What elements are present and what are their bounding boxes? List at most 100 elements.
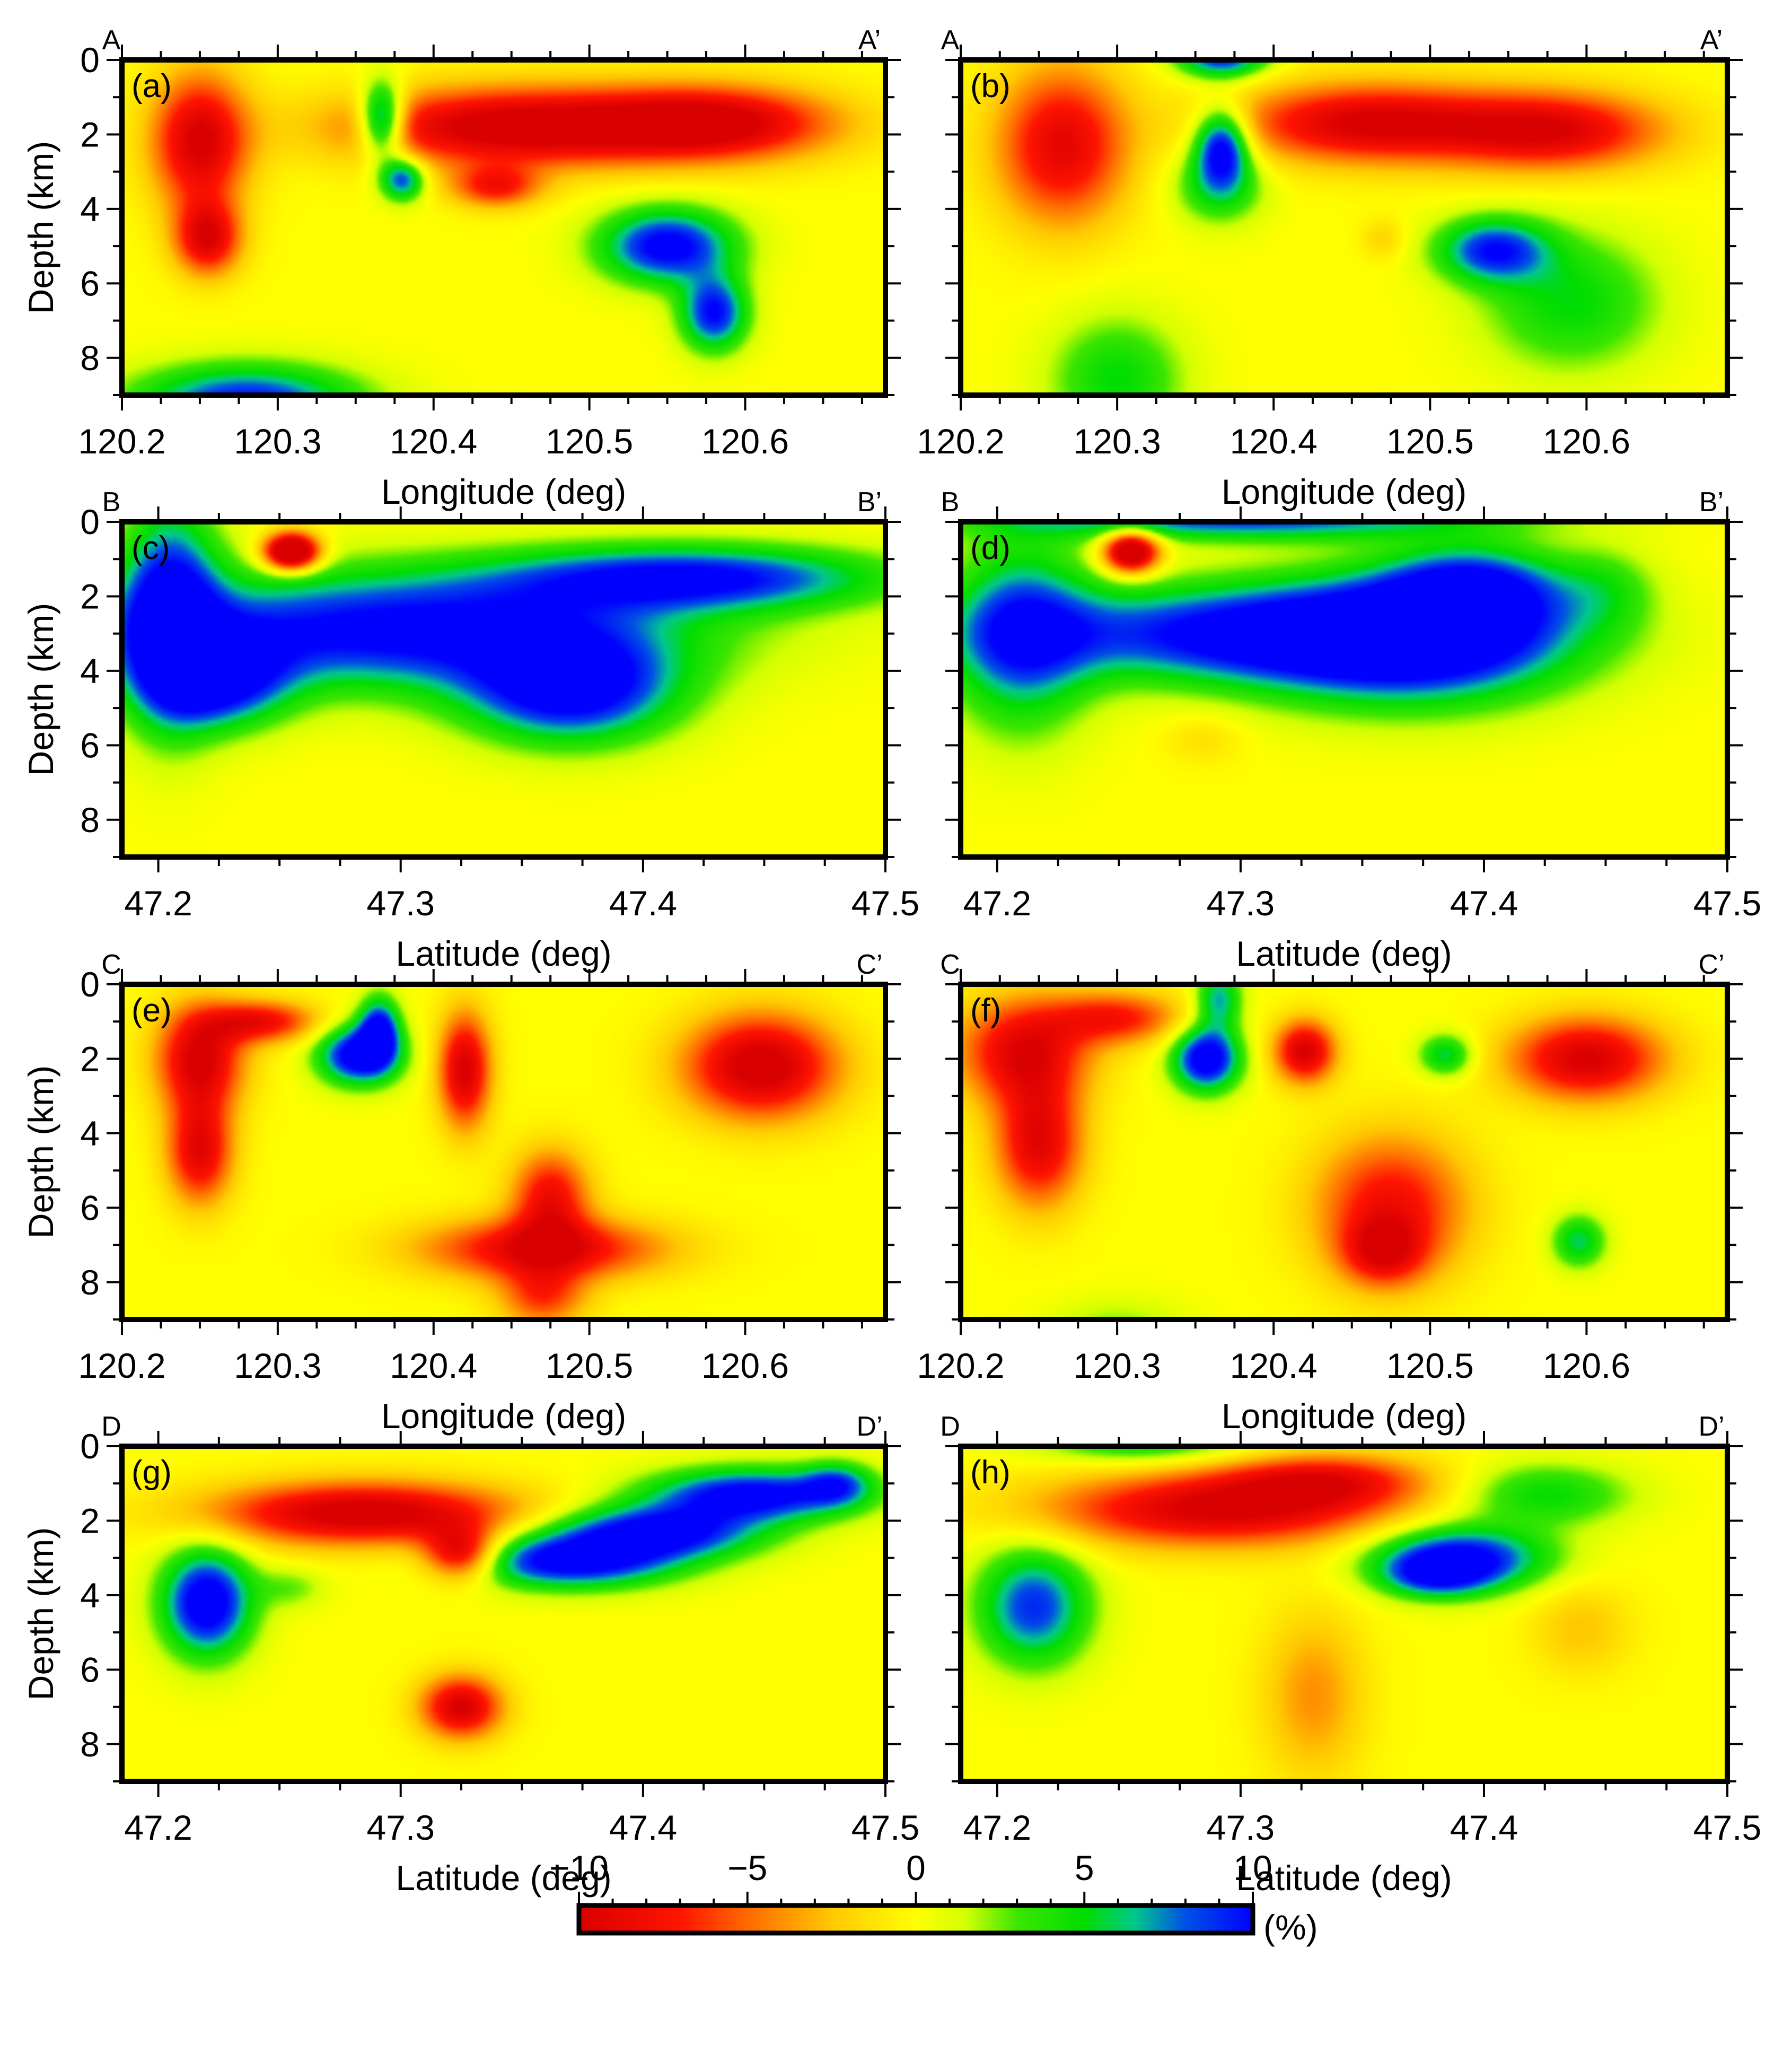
panel-label: (h) <box>970 1454 1011 1491</box>
colorbar-tick-label: −10 <box>549 1848 609 1887</box>
x-tick-label: 120.6 <box>1543 422 1630 461</box>
x-tick-label: 120.5 <box>546 1346 633 1385</box>
plot-frame <box>958 57 1730 398</box>
panel-a: 120.2 120.3 120.4 120.5 120.6 0 2 4 6 8 Longitude … <box>21 25 901 511</box>
panel-b: 120.2 120.3 120.4 120.5 120.6 Longitude (deg)… <box>917 25 1743 511</box>
profile-end-label: C’ <box>1698 949 1724 980</box>
x-tick-label: 120.4 <box>390 1346 477 1385</box>
x-tick-label: 47.3 <box>1207 1808 1275 1847</box>
panel-label: (d) <box>970 530 1011 566</box>
velocity-anomaly-field <box>122 984 885 1319</box>
x-tick-label: 47.4 <box>1450 1808 1518 1847</box>
y-tick-label: 0 <box>80 40 100 80</box>
plot-frame <box>119 1444 888 1784</box>
profile-start-label: A <box>102 25 121 56</box>
velocity-anomaly-field <box>122 60 885 395</box>
x-tick-label: 47.5 <box>851 884 919 923</box>
x-tick-label: 47.2 <box>124 1808 192 1847</box>
panel-f: 120.2 120.3 120.4 120.5 120.6 Longitude (deg)… <box>917 949 1743 1436</box>
x-tick-label: 120.4 <box>1230 1346 1318 1385</box>
velocity-anomaly-field <box>122 522 885 857</box>
y-tick-label: 8 <box>80 1725 100 1764</box>
x-axis-label: Latitude (deg) <box>1236 1858 1452 1898</box>
x-tick-label: 120.6 <box>701 422 789 461</box>
profile-end-label: A’ <box>1700 25 1723 56</box>
profile-end-label: A’ <box>858 25 881 56</box>
velocity-anomaly-field <box>961 522 1727 857</box>
y-axis-label: Depth (km) <box>21 141 60 314</box>
y-tick-label: 6 <box>80 1650 100 1689</box>
colorbar-tick-label: 10 <box>1233 1848 1272 1887</box>
x-tick-label: 120.4 <box>1230 422 1318 461</box>
profile-start-label: D <box>101 1411 121 1442</box>
y-tick-label: 4 <box>80 651 100 690</box>
panel-label: (c) <box>131 530 170 566</box>
x-tick-label: 120.6 <box>701 1346 789 1385</box>
y-tick-label: 0 <box>80 1427 100 1466</box>
x-axis-label: Latitude (deg) <box>396 934 611 973</box>
profile-start-label: C <box>940 949 960 980</box>
y-tick-label: 0 <box>80 502 100 541</box>
x-tick-label: 120.2 <box>917 422 1004 461</box>
velocity-anomaly-field <box>122 1446 885 1781</box>
y-axis-label: Depth (km) <box>21 603 60 776</box>
y-tick-label: 8 <box>80 1263 100 1302</box>
x-tick-label: 120.2 <box>917 1346 1004 1385</box>
profile-end-label: D’ <box>856 1411 882 1442</box>
velocity-anomaly-field <box>961 60 1727 395</box>
panel-label: (e) <box>131 992 172 1029</box>
x-tick-label: 47.4 <box>609 1808 677 1847</box>
y-tick-label: 2 <box>80 1501 100 1540</box>
x-axis-label: Latitude (deg) <box>396 1858 611 1898</box>
panel-label: (a) <box>131 68 172 104</box>
colorbar-tick-label: −5 <box>727 1848 767 1887</box>
cross-section-panels: 120.2 120.3 120.4 120.5 120.6 0 2 4 6 8 Longitude … <box>21 25 1761 1898</box>
x-axis-label: Latitude (deg) <box>1236 934 1452 973</box>
y-tick-label: 8 <box>80 338 100 378</box>
x-tick-label: 120.2 <box>78 1346 165 1385</box>
panel-e: 120.2 120.3 120.4 120.5 120.6 0 2 4 6 8 Longitude … <box>21 949 901 1436</box>
x-tick-label: 47.2 <box>124 884 192 923</box>
x-tick-label: 47.2 <box>963 1808 1031 1847</box>
x-tick-label: 47.3 <box>366 1808 434 1847</box>
y-axis-label: Depth (km) <box>21 1065 60 1238</box>
y-tick-label: 0 <box>80 965 100 1004</box>
plot-frame <box>958 519 1730 860</box>
y-tick-label: 6 <box>80 725 100 765</box>
panel-g: 47.2 47.3 47.4 47.5 0 2 4 6 8 Latitude (deg) Depth… <box>21 1411 919 1898</box>
x-tick-label: 120.6 <box>1543 1346 1630 1385</box>
y-tick-label: 2 <box>80 1039 100 1078</box>
panel-label: (f) <box>970 992 1002 1029</box>
x-tick-label: 120.3 <box>234 1346 321 1385</box>
panel-c: 47.2 47.3 47.4 47.5 0 2 4 6 8 Latitude (deg) Depth… <box>21 487 919 973</box>
y-tick-label: 8 <box>80 800 100 840</box>
x-tick-label: 120.3 <box>1074 422 1161 461</box>
x-axis-label: Longitude (deg) <box>1222 472 1466 511</box>
y-tick-label: 4 <box>80 1576 100 1615</box>
profile-start-label: B <box>941 487 960 518</box>
x-tick-label: 120.3 <box>1074 1346 1161 1385</box>
profile-end-label: D’ <box>1698 1411 1724 1442</box>
x-tick-label: 47.4 <box>1450 884 1518 923</box>
x-tick-label: 120.5 <box>1386 1346 1474 1385</box>
x-tick-label: 120.2 <box>78 422 165 461</box>
y-axis-label: Depth (km) <box>21 1527 60 1700</box>
x-axis-label: Longitude (deg) <box>381 472 626 511</box>
x-tick-label: 47.5 <box>851 1808 919 1847</box>
colorbar: −10 −5 0 5 10 (%) <box>549 1848 1318 1947</box>
profile-end-label: B’ <box>1699 487 1724 518</box>
x-tick-label: 120.4 <box>390 422 477 461</box>
x-tick-label: 47.5 <box>1693 1808 1761 1847</box>
velocity-anomaly-field <box>961 1446 1727 1781</box>
x-tick-label: 47.4 <box>609 884 677 923</box>
x-tick-label: 47.2 <box>963 884 1031 923</box>
profile-end-label: C’ <box>856 949 882 980</box>
y-tick-label: 4 <box>80 189 100 229</box>
x-tick-label: 120.5 <box>1386 422 1474 461</box>
plot-frame <box>119 519 888 860</box>
y-tick-label: 6 <box>80 1188 100 1227</box>
colorbar-gradient <box>576 1903 1255 1936</box>
panel-h: 47.2 47.3 47.4 47.5 Latitude (deg) D D’ (h) <box>940 1411 1761 1898</box>
profile-start-label: D <box>940 1411 960 1442</box>
